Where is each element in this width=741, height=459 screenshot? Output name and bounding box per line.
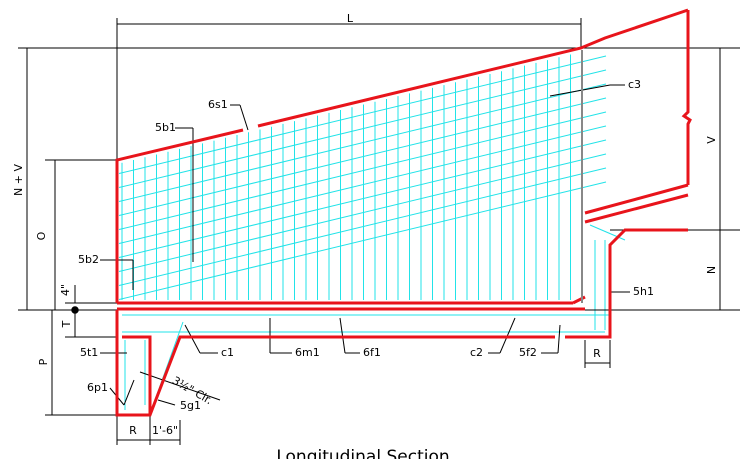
rebar-grid [118,51,626,410]
rebar [118,125,607,245]
label: T [60,320,73,328]
label: N + V [12,164,25,196]
arrows [71,306,79,314]
rebar [118,55,607,175]
rebar [118,167,607,287]
label: 6p1 [87,381,108,394]
label: R [129,424,137,437]
rebar [118,97,607,217]
label: 5t1 [80,346,98,359]
rebar [118,181,607,301]
rebar [589,224,626,241]
label: R [593,347,601,360]
label: P [37,358,50,365]
label: L [347,12,354,25]
label: V [705,136,718,144]
rebar [118,153,607,273]
rebar [118,139,607,259]
label: c1 [221,346,234,359]
label: 5g1 [180,399,201,412]
label: 6m1 [295,346,320,359]
label: 5h1 [633,285,654,298]
label: 1'-6" [152,424,178,437]
label: c2 [470,346,483,359]
label: c3 [628,78,641,91]
rebar [118,69,607,189]
label: 6f1 [363,346,381,359]
rebar [118,111,607,231]
label: 6s1 [208,98,228,111]
caption: Longitudinal Section [276,447,449,459]
label: 5f2 [519,346,537,359]
labels: L c3 6s1 5b1 N + V V O 5b2 4" N 5h1 T 5t… [12,12,718,459]
label: 4" [59,284,72,296]
label: 5b2 [78,253,99,266]
label: N [705,266,718,274]
rebar [118,83,607,203]
concrete-outline [115,8,692,417]
label: O [35,231,48,240]
label: 5b1 [155,121,176,134]
